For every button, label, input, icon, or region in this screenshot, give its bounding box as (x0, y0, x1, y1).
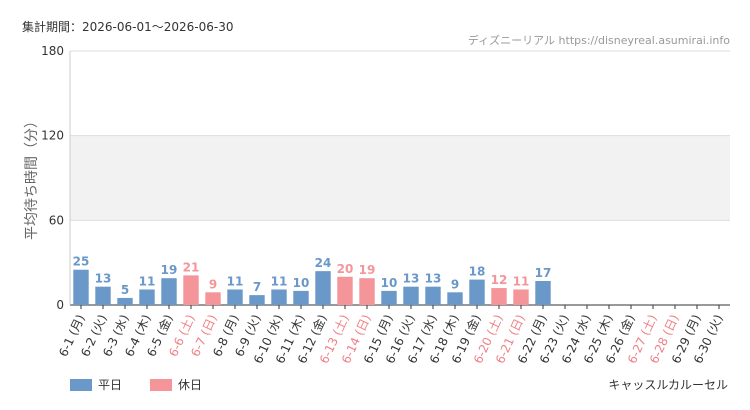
y-tick-label: 0 (56, 298, 64, 312)
value-label: 9 (209, 277, 217, 291)
value-label: 7 (253, 280, 261, 294)
value-label: 17 (535, 266, 552, 280)
bar (535, 281, 551, 305)
bar (425, 286, 441, 305)
value-label: 25 (73, 255, 90, 269)
value-label: 9 (451, 277, 459, 291)
value-label: 21 (183, 260, 200, 274)
bar (249, 295, 265, 305)
bar (73, 269, 89, 305)
value-label: 10 (381, 276, 398, 290)
bar (227, 289, 243, 305)
bar (513, 289, 529, 305)
value-label: 18 (469, 265, 486, 279)
bar (381, 290, 397, 305)
y-tick-label: 60 (49, 213, 64, 227)
legend-swatch (70, 379, 92, 391)
value-label: 11 (227, 274, 244, 288)
bar (117, 297, 133, 305)
value-label: 10 (293, 276, 310, 290)
value-label: 5 (121, 283, 129, 297)
value-label: 24 (315, 256, 332, 270)
bar (469, 279, 485, 305)
chart-subtitle: 集計期間：2026-06-01～2026-06-30 (22, 19, 233, 34)
legend-label: 休日 (178, 378, 202, 392)
value-label: 11 (513, 274, 530, 288)
grid-band (70, 135, 730, 221)
bar (359, 278, 375, 305)
bar (293, 290, 309, 305)
source: ディズニーリアル https://disneyreal.asumirai.inf… (468, 33, 730, 47)
bar (403, 286, 419, 305)
value-label: 13 (403, 272, 420, 286)
bar (205, 292, 221, 305)
value-label: 13 (425, 272, 442, 286)
bar (271, 289, 287, 305)
legend-label: 平日 (98, 378, 122, 392)
y-axis-label: 平均待ち時間（分） (24, 114, 40, 240)
y-tick-label: 120 (41, 129, 64, 143)
bar (315, 271, 331, 305)
value-label: 13 (95, 272, 112, 286)
value-label: 11 (271, 274, 288, 288)
bar (447, 292, 463, 305)
bar (491, 288, 507, 305)
bar (161, 278, 177, 305)
bar (183, 275, 199, 305)
value-label: 20 (337, 262, 354, 276)
bar (95, 286, 111, 305)
legend-swatch (150, 379, 172, 391)
value-label: 19 (359, 263, 376, 277)
value-label: 11 (139, 274, 156, 288)
caption: キャッスルカルーセル (608, 378, 728, 392)
value-label: 19 (161, 263, 178, 277)
bar (139, 289, 155, 305)
value-label: 12 (491, 273, 508, 287)
bar (337, 276, 353, 305)
y-tick-label: 180 (41, 44, 64, 58)
